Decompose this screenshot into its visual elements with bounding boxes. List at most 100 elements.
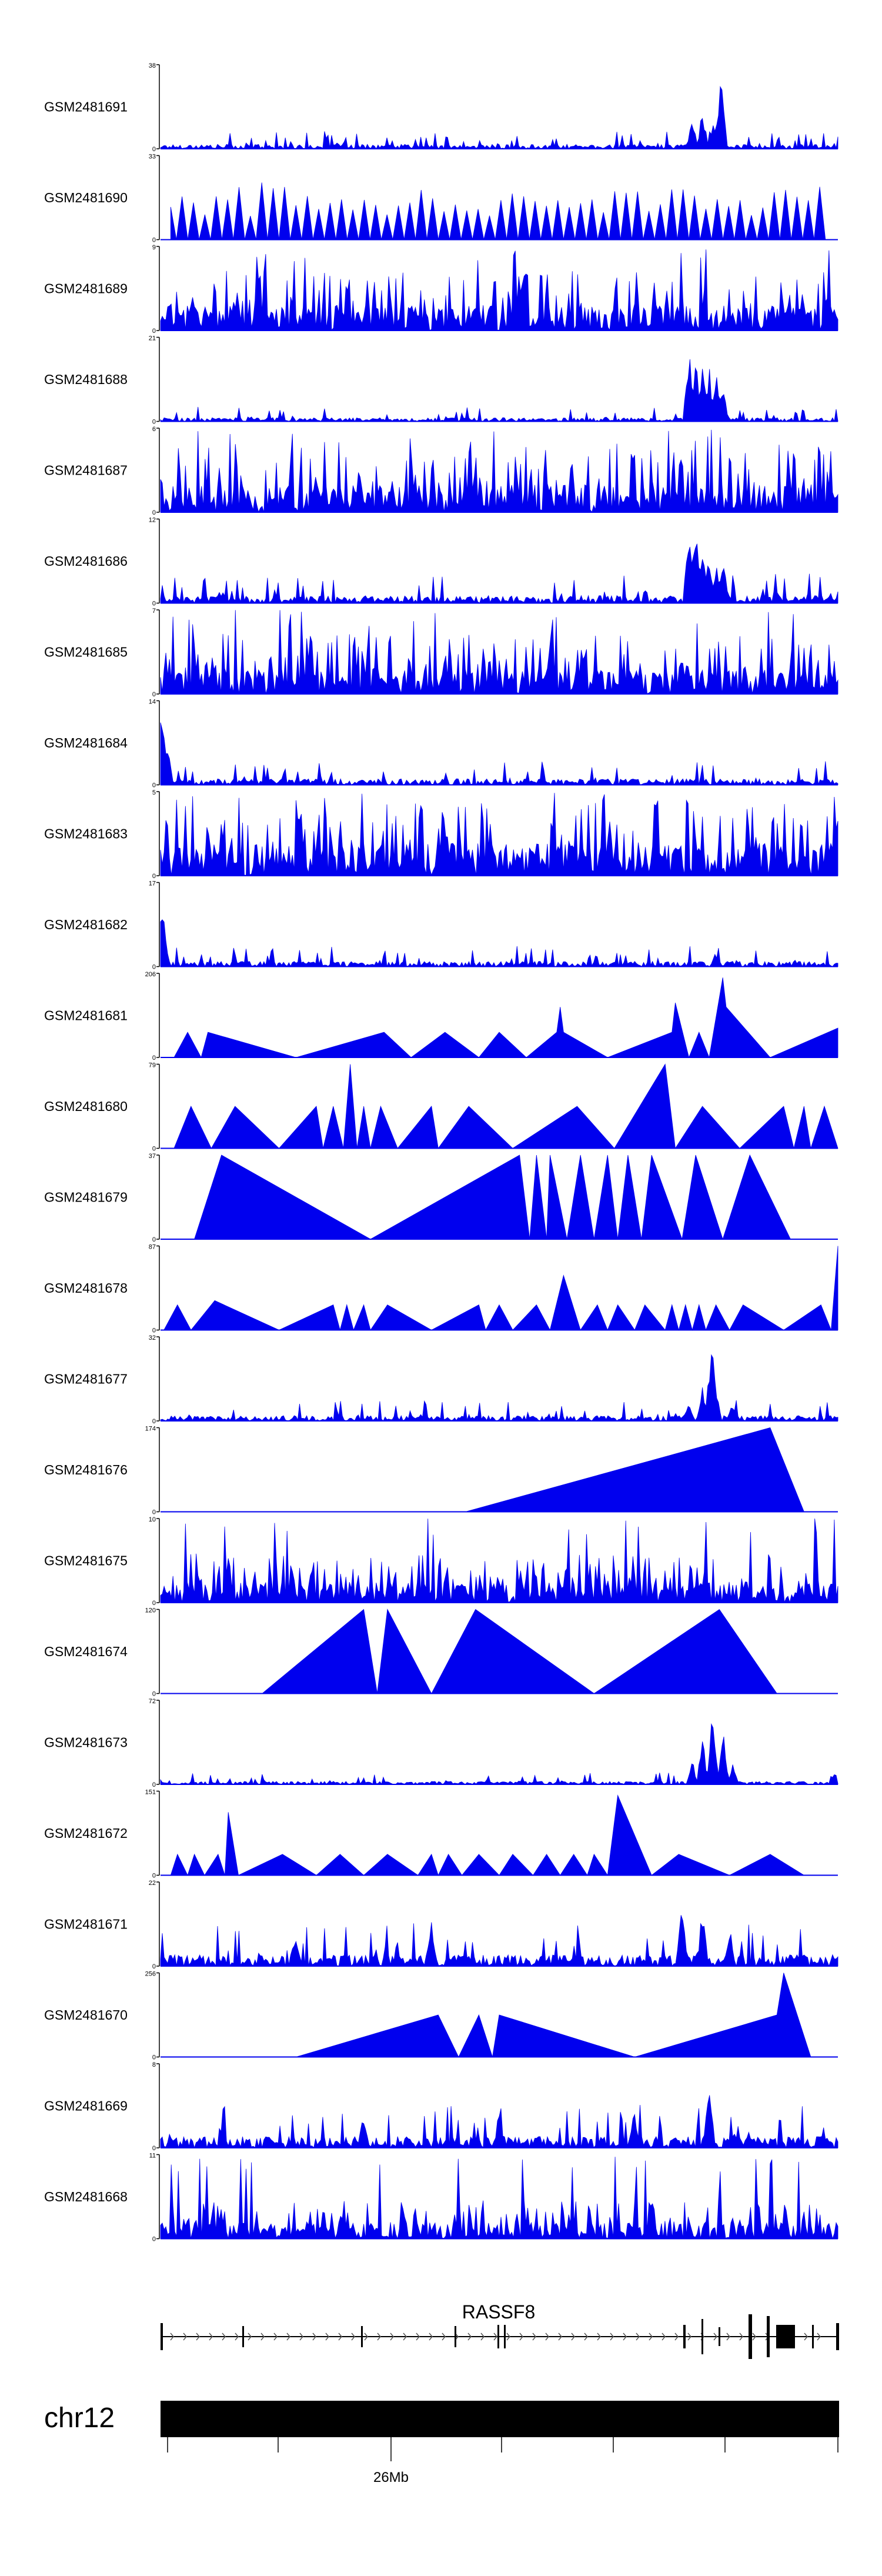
y-axis-min-label: 0	[152, 2054, 156, 2061]
strand-arrow	[222, 2333, 226, 2341]
y-axis-min-label: 0	[152, 2145, 156, 2152]
track-label: GSM2481685	[44, 645, 128, 660]
signal-area	[160, 610, 838, 695]
strand-arrow	[312, 2333, 316, 2341]
strand-arrow	[739, 2333, 743, 2341]
y-axis-max-label: 17	[149, 880, 156, 887]
track-GSM2481685: GSM2481685 7 0	[44, 608, 838, 698]
chromosome-bar	[161, 2401, 839, 2436]
gene-exon	[683, 2325, 686, 2348]
signal-area	[465, 1427, 804, 1512]
y-axis-min-label: 0	[152, 1509, 156, 1516]
track-label: GSM2481680	[44, 1099, 128, 1114]
strand-arrow	[623, 2333, 627, 2341]
track-label: GSM2481678	[44, 1280, 128, 1296]
gene-exon	[504, 2325, 506, 2348]
y-axis-max-label: 87	[149, 1244, 156, 1251]
track-GSM2481688: GSM2481688 21 0	[44, 335, 838, 426]
strand-arrow	[351, 2333, 355, 2341]
chromosome-label: chr12	[44, 2403, 115, 2434]
y-axis-min-label: 0	[152, 873, 156, 880]
strand-arrow	[364, 2333, 368, 2341]
y-axis-min-label: 0	[152, 1236, 156, 1243]
strand-arrow	[649, 2333, 653, 2341]
gene-exon	[749, 2314, 752, 2359]
gene-exon	[242, 2326, 244, 2347]
gene-exons	[161, 2314, 839, 2359]
strand-arrow	[493, 2333, 497, 2341]
track-label: GSM2481677	[44, 1372, 128, 1387]
y-axis-max-label: 256	[145, 1971, 156, 1978]
y-axis-max-label: 5	[152, 789, 156, 796]
signal-area	[160, 249, 838, 331]
gene-label: RASSF8	[462, 2301, 535, 2323]
track-GSM2481686: GSM2481686 12 0	[44, 517, 838, 608]
y-axis-max-label: 9	[152, 244, 156, 251]
y-axis-min-label: 0	[152, 1873, 156, 1880]
strand-arrow	[467, 2333, 472, 2341]
y-axis-min-label: 0	[152, 1418, 156, 1425]
genome-axis-ticks	[167, 2437, 838, 2461]
signal-area	[160, 1354, 838, 1422]
track-GSM2481668: GSM2481668 11 0	[44, 2153, 838, 2243]
y-axis-max-label: 32	[149, 1334, 156, 1342]
y-axis-min-label: 0	[152, 509, 156, 516]
track-label: GSM2481684	[44, 735, 128, 750]
strand-arrow	[558, 2333, 562, 2341]
track-label: GSM2481679	[44, 1190, 128, 1205]
signal-area	[160, 1519, 838, 1604]
gene-track-rassf8: RASSF8	[161, 2301, 839, 2359]
track-GSM2481677: GSM2481677 32 0	[44, 1334, 838, 1425]
gene-exon	[812, 2325, 814, 2348]
strand-arrow	[390, 2333, 394, 2341]
y-axis-max-label: 33	[149, 154, 156, 161]
strand-arrow	[338, 2333, 342, 2341]
track-GSM2481675: GSM2481675 10 0	[44, 1516, 838, 1607]
signal-area	[160, 919, 838, 967]
strand-arrow	[584, 2333, 588, 2341]
y-axis-max-label: 8	[152, 2061, 156, 2068]
y-axis-min-label: 0	[152, 964, 156, 971]
y-axis-max-label: 38	[149, 62, 156, 69]
y-axis-min-label: 0	[152, 1055, 156, 1062]
strand-arrow	[248, 2333, 252, 2341]
y-axis-min-label: 0	[152, 1327, 156, 1334]
strand-arrow	[299, 2333, 303, 2341]
track-label: GSM2481691	[44, 99, 128, 115]
y-axis-max-label: 7	[152, 608, 156, 615]
strand-arrow	[817, 2333, 821, 2341]
track-label: GSM2481672	[44, 1826, 128, 1841]
strand-arrow	[260, 2333, 265, 2341]
track-GSM2481689: GSM2481689 9 0	[44, 244, 838, 335]
track-GSM2481682: GSM2481682 17 0	[44, 880, 838, 971]
track-label: GSM2481686	[44, 553, 128, 569]
gene-exon	[836, 2323, 839, 2350]
track-label: GSM2481687	[44, 463, 128, 478]
y-axis-min-label: 0	[152, 328, 156, 335]
gene-exon	[497, 2325, 499, 2348]
y-axis-max-label: 6	[152, 426, 156, 433]
signal-area	[160, 1723, 838, 1785]
strand-arrow	[636, 2333, 640, 2341]
track-GSM2481676: GSM2481676 174 0	[44, 1426, 838, 1516]
signal-area	[194, 1154, 791, 1240]
gene-exon	[719, 2327, 720, 2346]
signal-area	[173, 977, 838, 1059]
track-GSM2481671: GSM2481671 22 0	[44, 1880, 838, 1970]
signal-area	[173, 1063, 838, 1149]
gene-exon	[767, 2316, 770, 2357]
track-GSM2481678: GSM2481678 87 0	[44, 1244, 838, 1334]
signal-area	[261, 1609, 778, 1694]
track-label: GSM2481682	[44, 917, 128, 932]
y-axis-min-label: 0	[152, 1781, 156, 1788]
strand-arrow	[804, 2333, 808, 2341]
y-axis-min-label: 0	[152, 237, 156, 244]
y-axis-min-label: 0	[152, 1691, 156, 1698]
strand-arrow	[196, 2333, 200, 2341]
strand-arrow	[687, 2333, 691, 2341]
y-axis-min-label: 0	[152, 600, 156, 608]
strand-arrow	[519, 2333, 523, 2341]
axis-tick-label-26mb: 26Mb	[373, 2470, 409, 2485]
track-label: GSM2481673	[44, 1735, 128, 1750]
